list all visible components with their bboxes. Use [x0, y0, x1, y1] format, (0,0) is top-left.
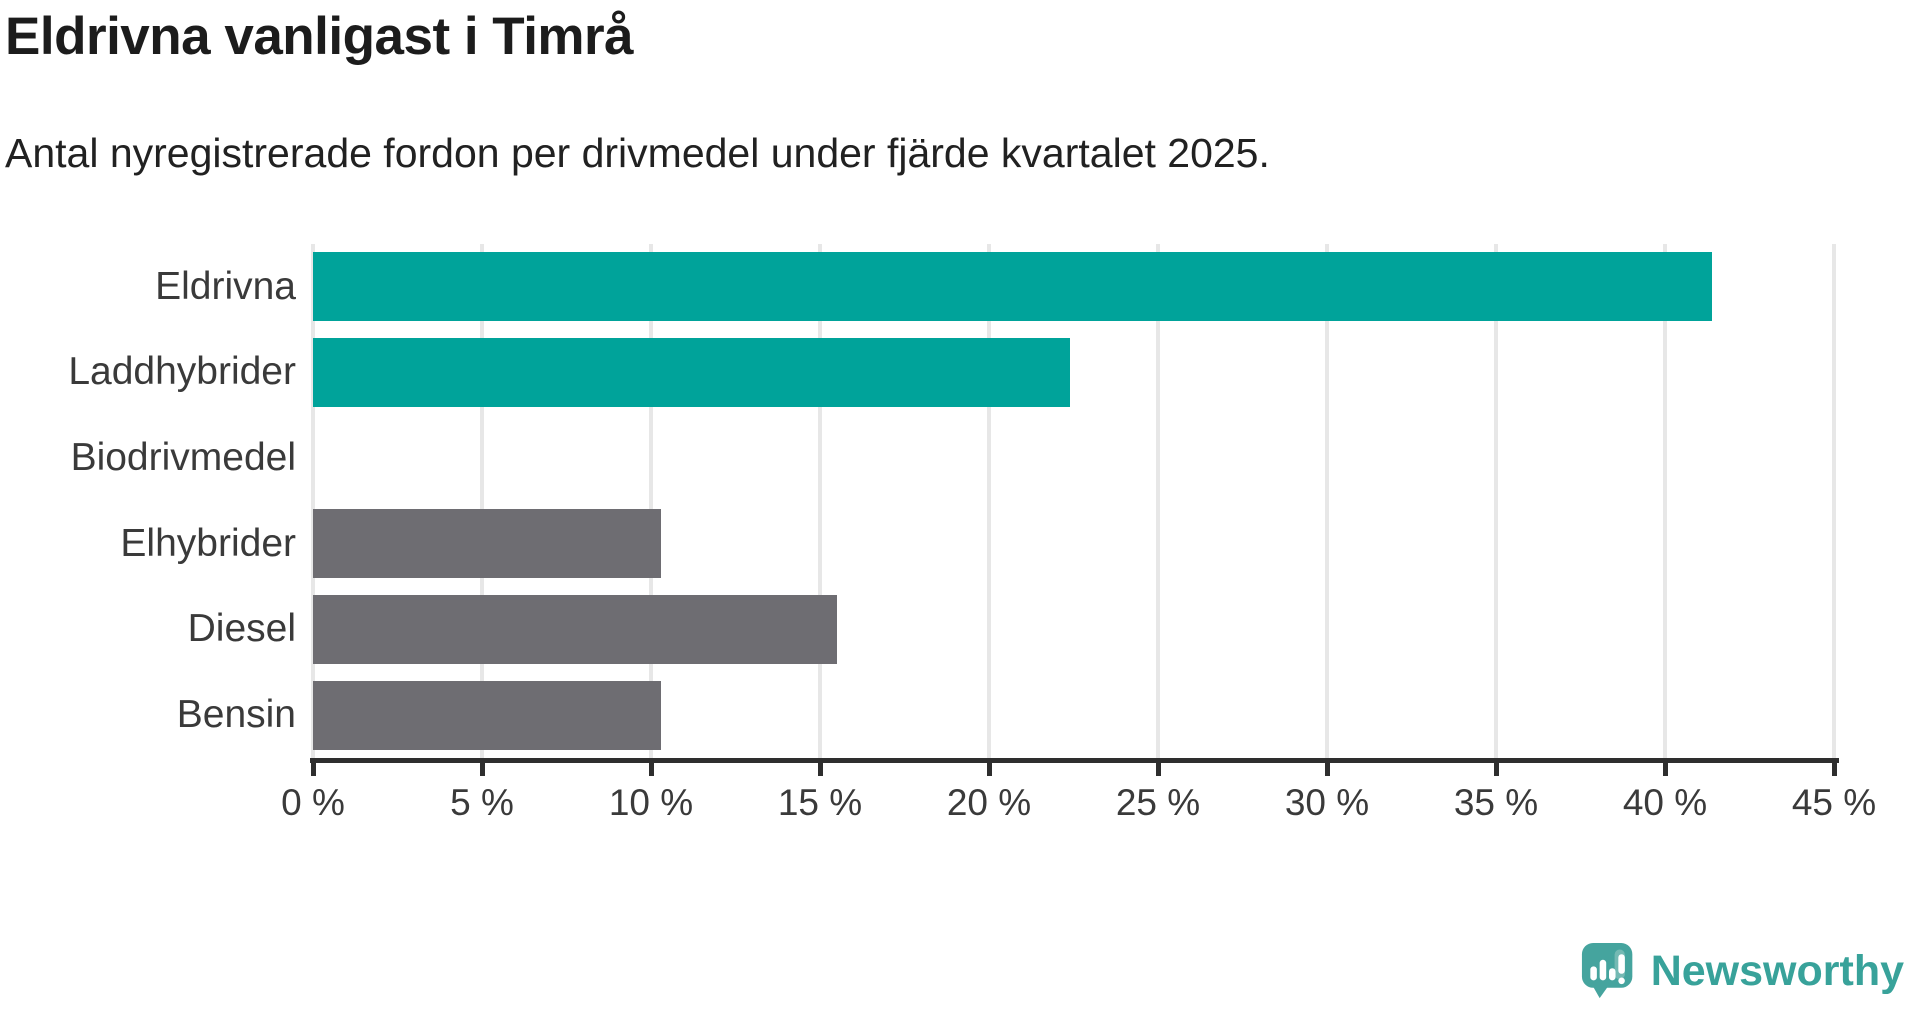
gridline — [649, 244, 653, 758]
gridline — [1832, 244, 1836, 758]
x-axis-tick — [818, 758, 823, 776]
gridline — [1156, 244, 1160, 758]
x-axis-tick — [1494, 758, 1499, 776]
x-axis-tick — [1663, 758, 1668, 776]
category-label: Elhybrider — [120, 521, 296, 565]
x-tick-label: 5 % — [450, 782, 514, 823]
category-label: Eldrivna — [155, 264, 296, 308]
x-tick-label: 20 % — [946, 782, 1032, 823]
x-axis-line — [310, 758, 1839, 763]
x-axis-tick — [1832, 758, 1837, 776]
gridline — [818, 244, 822, 758]
x-axis-tick — [987, 758, 992, 776]
category-label: Biodrivmedel — [70, 436, 296, 480]
gridline — [987, 244, 991, 758]
gridline — [1494, 244, 1498, 758]
chart-title: Eldrivna vanligast i Timrå — [5, 7, 634, 66]
brand-name: Newsworthy — [1650, 946, 1904, 995]
x-axis-tick — [480, 758, 485, 776]
gridline — [1325, 244, 1329, 758]
x-axis-tick — [1156, 758, 1161, 776]
x-tick-label: 30 % — [1284, 782, 1370, 823]
x-tick-label: 35 % — [1453, 782, 1539, 823]
x-tick-label: 10 % — [608, 782, 694, 823]
x-tick-label: 0 % — [281, 782, 345, 823]
category-label: Bensin — [176, 693, 296, 737]
bar-elhybrider — [313, 509, 662, 579]
gridline — [311, 244, 315, 758]
x-tick-label: 15 % — [777, 782, 863, 823]
gridline — [480, 244, 484, 758]
x-axis-tick — [649, 758, 654, 776]
bar-chart: Eldrivna Laddhybrider Biodrivmedel Elhybrid… — [0, 244, 1920, 844]
newsworthy-logo-icon — [1581, 943, 1633, 999]
plot-area — [311, 244, 1836, 758]
x-tick-label: 45 % — [1791, 782, 1877, 823]
bar-laddhybrider — [313, 338, 1071, 407]
x-axis-tick — [1325, 758, 1330, 776]
x-tick-label: 40 % — [1622, 782, 1708, 823]
chart-subtitle: Antal nyregistrerade fordon per drivmede… — [5, 130, 1270, 176]
bar-bensin — [313, 680, 662, 750]
brand-footer: Newsworthy — [1581, 942, 1904, 1000]
category-label: Laddhybrider — [68, 350, 296, 394]
bar-eldrivna — [313, 252, 1713, 322]
bar-diesel — [313, 595, 837, 664]
x-tick-label: 25 % — [1115, 782, 1201, 823]
gridline — [1663, 244, 1667, 758]
category-label: Diesel — [187, 607, 296, 651]
x-axis-tick — [311, 758, 316, 776]
